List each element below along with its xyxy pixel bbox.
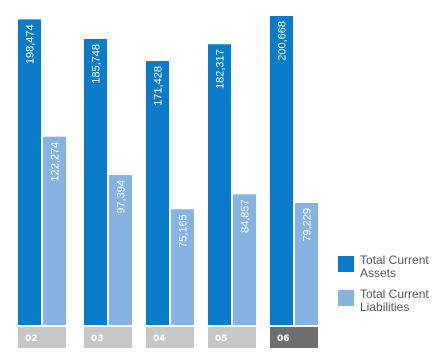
data-label-liabilities-04: 75,165: [178, 214, 190, 248]
bar-assets-05: [208, 44, 231, 326]
bar-assets-06: [270, 16, 293, 325]
x-tick-box-06: [270, 327, 318, 348]
data-label-liabilities-03: 97,394: [116, 180, 128, 214]
bar-liabilities-04: [171, 209, 194, 325]
data-label-liabilities-05: 84,857: [240, 199, 252, 233]
legend-item-assets: Total Current Assets: [338, 254, 448, 280]
x-tick-box-03: [84, 327, 132, 348]
chart-legend: Total Current Assets Total Current Liabi…: [338, 254, 448, 322]
x-tick-label-05: 05: [215, 334, 228, 344]
bar-assets-02: [18, 19, 41, 325]
x-tick-label-02: 02: [25, 334, 38, 344]
data-label-assets-05: 182,317: [215, 49, 227, 89]
data-label-liabilities-02: 122,274: [50, 142, 62, 182]
legend-item-liabilities: Total Current Liabilities: [338, 288, 448, 314]
bar-liabilities-03: [109, 175, 132, 325]
x-tick-label-06: 06: [277, 334, 290, 344]
legend-label-assets: Total Current Assets: [360, 253, 429, 280]
data-label-liabilities-06: 79,229: [302, 208, 314, 242]
x-tick-label-04: 04: [153, 334, 166, 344]
x-tick-label-03: 03: [91, 334, 104, 344]
bar-assets-04: [146, 61, 169, 325]
x-tick-box-02: [18, 327, 66, 348]
bar-liabilities-06: [295, 202, 318, 325]
data-label-assets-04: 171,428: [153, 66, 165, 106]
x-tick-box-04: [146, 327, 194, 348]
data-label-assets-06: 200,668: [277, 21, 289, 61]
data-label-assets-03: 185,748: [91, 44, 103, 84]
data-label-assets-02: 198,474: [25, 24, 37, 64]
legend-swatch-liabilities: [338, 290, 354, 306]
legend-swatch-assets: [338, 256, 354, 272]
x-tick-box-05: [208, 327, 256, 348]
legend-label-liabilities: Total Current Liabilities: [360, 287, 429, 314]
bar-liabilities-02: [43, 136, 66, 325]
bar-assets-03: [84, 38, 107, 325]
bar-liabilities-05: [233, 194, 256, 325]
